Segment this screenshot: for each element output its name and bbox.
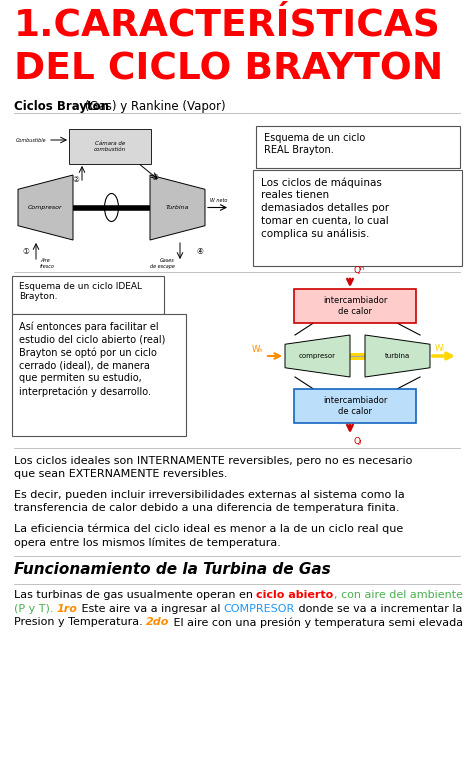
Polygon shape — [365, 335, 430, 377]
Text: Ciclos Brayton: Ciclos Brayton — [14, 100, 109, 113]
Text: Funcionamiento de la Turbina de Gas: Funcionamiento de la Turbina de Gas — [14, 562, 331, 577]
FancyBboxPatch shape — [256, 126, 460, 168]
Text: 2do: 2do — [146, 617, 170, 627]
FancyBboxPatch shape — [294, 389, 416, 423]
Text: Los ciclos de máquinas
reales tienen
demasiados detalles por
tomar en cuenta, lo: Los ciclos de máquinas reales tienen dem… — [261, 177, 389, 239]
Text: (P y T).: (P y T). — [14, 604, 57, 614]
Text: Los ciclos ideales son INTERNAMENTE reversibles, pero no es necesario
que sean E: Los ciclos ideales son INTERNAMENTE reve… — [14, 456, 412, 479]
Text: intercambiador
de calor: intercambiador de calor — [323, 396, 387, 416]
Text: ciclo abierto: ciclo abierto — [256, 590, 334, 600]
Text: ①: ① — [23, 247, 29, 257]
Text: ④: ④ — [197, 247, 203, 257]
Text: ②: ② — [73, 176, 80, 185]
Text: Presion y Temperatura.: Presion y Temperatura. — [14, 617, 146, 627]
Polygon shape — [150, 175, 205, 240]
FancyBboxPatch shape — [69, 129, 151, 164]
Text: Gases
de escape: Gases de escape — [150, 258, 175, 269]
Text: Aire
fresco: Aire fresco — [40, 258, 55, 269]
FancyBboxPatch shape — [294, 289, 416, 323]
Text: El aire con una presión y temperatura semi elevada: El aire con una presión y temperatura se… — [170, 617, 463, 627]
Text: , con aire del ambiente: , con aire del ambiente — [334, 590, 463, 600]
Text: compresor: compresor — [299, 353, 336, 359]
Text: donde se va a incrementar la: donde se va a incrementar la — [295, 604, 463, 614]
FancyBboxPatch shape — [12, 314, 186, 436]
Text: COMPRESOR: COMPRESOR — [224, 604, 295, 614]
Text: (Gas) y Rankine (Vapor): (Gas) y Rankine (Vapor) — [81, 100, 226, 113]
Text: Esquema de un ciclo IDEAL
Brayton.: Esquema de un ciclo IDEAL Brayton. — [19, 282, 142, 301]
Text: Turbina: Turbina — [166, 205, 189, 210]
FancyBboxPatch shape — [12, 276, 164, 314]
Text: ③: ③ — [152, 173, 158, 183]
Text: Esquema de un ciclo
REAL Brayton.: Esquema de un ciclo REAL Brayton. — [264, 133, 365, 154]
Text: W neto: W neto — [210, 197, 228, 203]
Text: Wₕ: Wₕ — [251, 345, 263, 354]
FancyBboxPatch shape — [253, 170, 462, 266]
Text: 1ro: 1ro — [57, 604, 78, 614]
Text: intercambiador
de calor: intercambiador de calor — [323, 296, 387, 316]
Polygon shape — [18, 175, 73, 240]
Text: DEL CICLO BRAYTON: DEL CICLO BRAYTON — [14, 52, 443, 88]
Text: Wₜ: Wₜ — [435, 344, 446, 353]
Text: Este aire va a ingresar al: Este aire va a ingresar al — [78, 604, 224, 614]
Text: Combustible: Combustible — [15, 137, 46, 143]
Text: Las turbinas de gas usualmente operan en: Las turbinas de gas usualmente operan en — [14, 590, 256, 600]
Text: Qₗ: Qₗ — [354, 437, 363, 446]
Text: turbina: turbina — [385, 353, 410, 359]
Text: Cámara de
combustión: Cámara de combustión — [94, 141, 126, 152]
Polygon shape — [285, 335, 350, 377]
Text: Así entonces para facilitar el
estudio del ciclo abierto (real)
Brayton se optó : Así entonces para facilitar el estudio d… — [19, 321, 165, 397]
Text: Es decir, pueden incluir irreversibilidades externas al sistema como la
transfer: Es decir, pueden incluir irreversibilida… — [14, 490, 405, 513]
Text: Compresor: Compresor — [28, 205, 63, 210]
Text: La eficiencia térmica del ciclo ideal es menor a la de un ciclo real que
opera e: La eficiencia térmica del ciclo ideal es… — [14, 524, 403, 548]
Text: Qᴴ: Qᴴ — [354, 266, 365, 275]
Text: 1.CARACTERÍSTICAS: 1.CARACTERÍSTICAS — [14, 8, 441, 44]
